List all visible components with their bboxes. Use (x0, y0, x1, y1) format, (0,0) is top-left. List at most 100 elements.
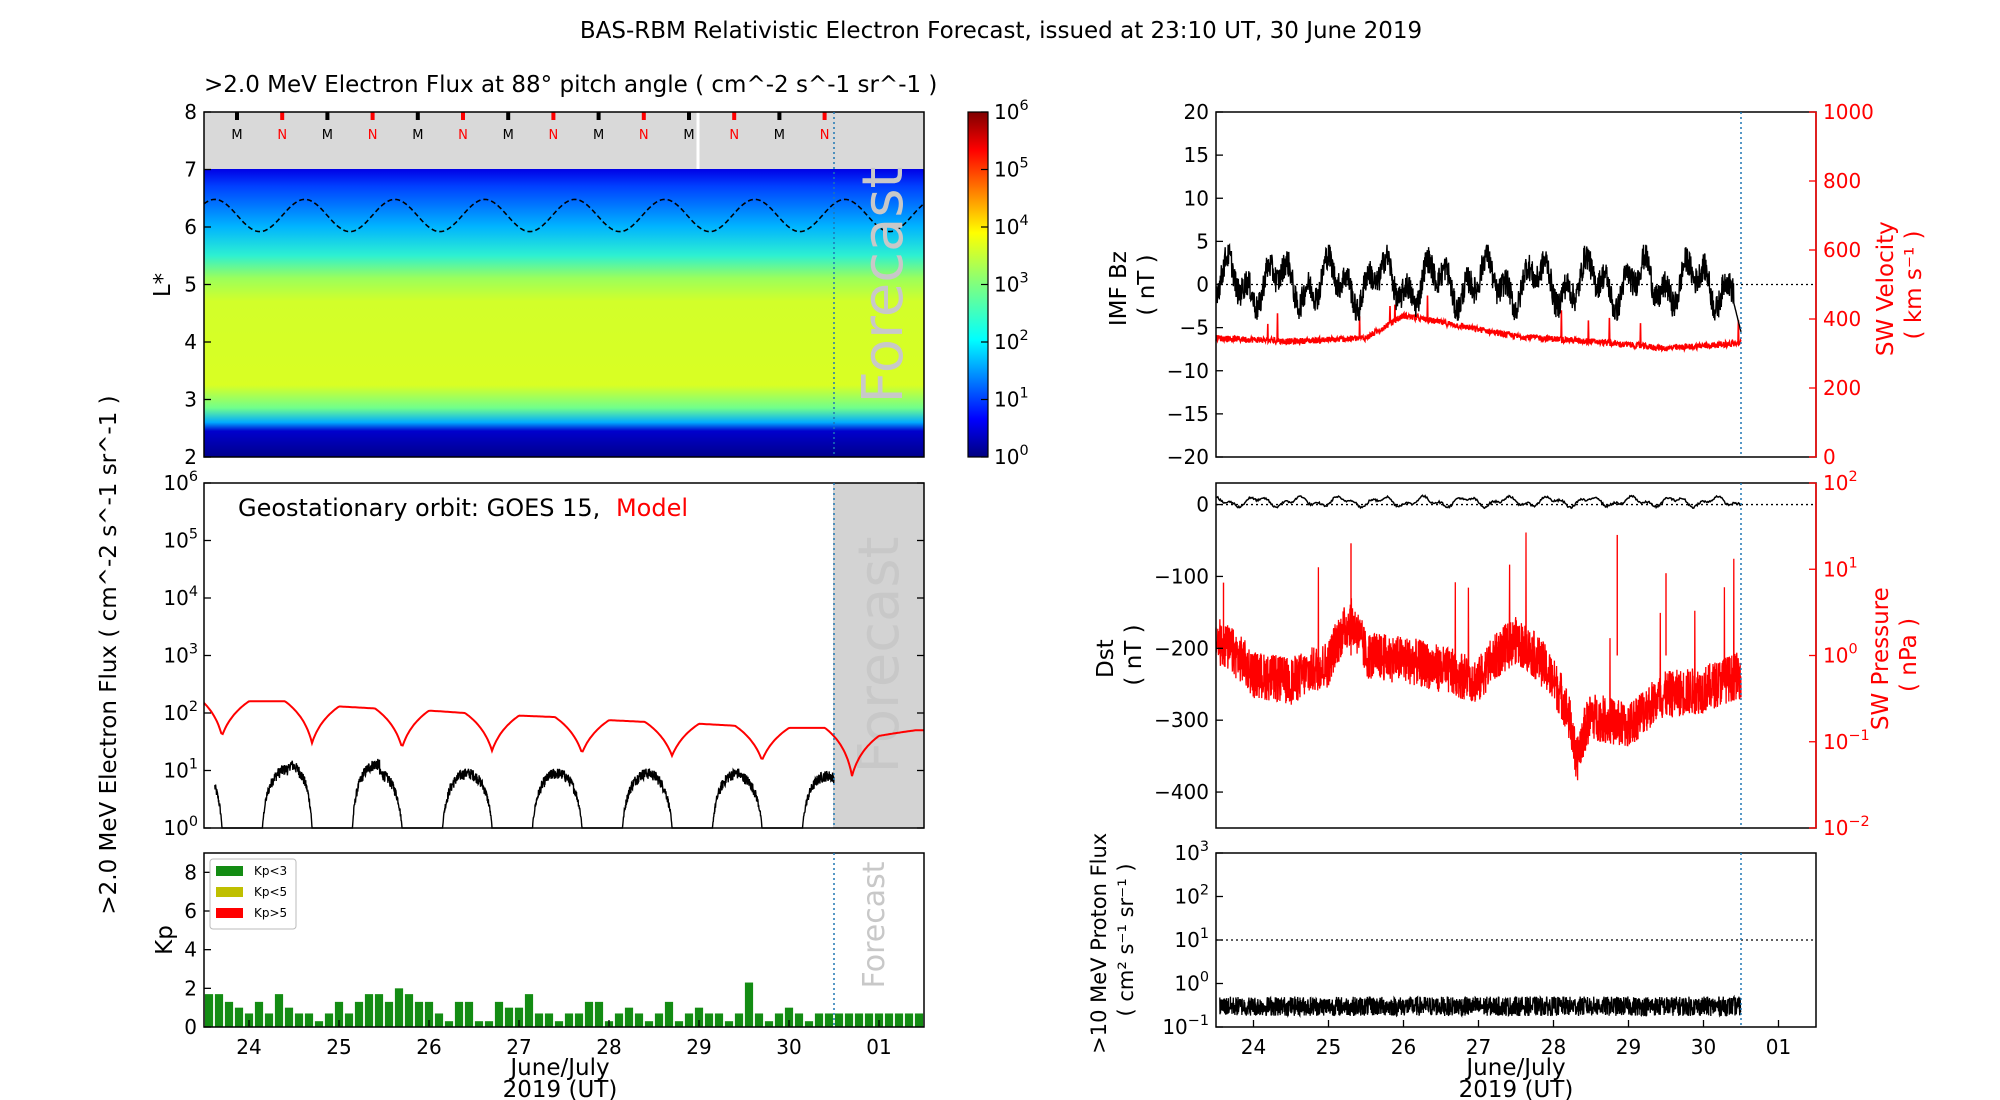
tick-exponent: 4 (1019, 213, 1028, 229)
orbit-marker-tick (641, 112, 646, 120)
kp-bar (204, 994, 214, 1027)
forecast-watermark-kp: Forecast (857, 861, 892, 988)
orbit-marker-tick (687, 112, 691, 120)
tick-label: 100 (1174, 970, 1209, 996)
kp-bar (524, 994, 534, 1027)
tick-exponent: 2 (1848, 469, 1857, 485)
kp-bar (814, 1013, 824, 1027)
orbit-marker-tick (777, 112, 782, 120)
kp-bar (404, 994, 414, 1027)
tick-exponent: 1 (189, 757, 198, 773)
kp-bar (624, 1007, 634, 1027)
tick-base: 10 (1174, 885, 1199, 909)
sw-pressure-line (1215, 532, 1742, 781)
orbit-marker-label: N (639, 128, 649, 143)
kp-bar (754, 1013, 764, 1027)
lstar-panel-title: >2.0 MeV Electron Flux at 88° pitch angl… (204, 72, 937, 98)
tick-exponent: −1 (1188, 1013, 1209, 1029)
imf-ylabel-line1: IMF Bz (1106, 251, 1132, 326)
tick-label: 105 (163, 527, 198, 553)
kp-bar (854, 1013, 864, 1027)
tick-label: 10−1 (1162, 1013, 1209, 1039)
y-tick-label: 4 (184, 938, 197, 962)
tick-base: 10 (1162, 1015, 1187, 1039)
y-tick-label: 5 (184, 273, 197, 297)
geo-annotation-prefix: Geostationary orbit: GOES 15, (238, 494, 600, 522)
kp-bar (294, 1013, 304, 1027)
tick-label: 101 (1174, 926, 1209, 952)
x-axis-left: 24 25 26 27 28 29 30 01 (236, 1020, 892, 1059)
kp-bar (434, 1013, 444, 1027)
y-tick-label-right: 200 (1823, 376, 1861, 400)
kp-bar (914, 1013, 924, 1027)
orbit-marker-label: N (368, 128, 378, 143)
x-tick-label: 26 (1391, 1035, 1416, 1059)
tick-exponent: 1 (1848, 555, 1857, 571)
y-tick-label: 4 (184, 330, 197, 354)
dst-ylabel-line2: ( nT ) (1121, 624, 1147, 685)
orbit-marker-label: N (458, 128, 468, 143)
kp-bar (714, 1013, 724, 1027)
y-tick-label: 3 (184, 388, 197, 412)
tick-exponent: 2 (1200, 883, 1209, 899)
kp-bar (704, 1013, 714, 1027)
kp-ylabel: Kp (152, 925, 178, 955)
geo-ylabel: >2.0 MeV Electron Flux ( cm^-2 s^-1 sr^-… (96, 395, 122, 914)
dst-line (1215, 494, 1742, 510)
x-tick-label: 29 (1616, 1035, 1641, 1059)
tick-base: 10 (1823, 644, 1848, 668)
tick-base: 10 (1174, 928, 1199, 952)
tick-exponent: 1 (1019, 386, 1028, 402)
x-tick-label: 28 (1541, 1035, 1566, 1059)
kp-bar (374, 994, 384, 1027)
geo-annotation: Geostationary orbit: GOES 15, Model (238, 494, 688, 522)
tick-label: 101 (163, 757, 198, 783)
kp-bar (774, 1013, 784, 1027)
kp-bar (784, 1007, 794, 1027)
kp-bar (564, 1013, 574, 1027)
kp-bar (254, 1001, 264, 1027)
orbit-marker-label: N (277, 128, 287, 143)
kp-panel: Forecast 0 2 4 6 8 Kp Kp<3 Kp<5 Kp>5 (152, 852, 925, 1039)
orbit-marker-label: M (774, 128, 785, 143)
kp-bar (264, 1013, 274, 1027)
tick-label: 100 (994, 443, 1029, 469)
x-tick-label: 30 (776, 1035, 801, 1059)
imf-ylabel-line2: ( nT ) (1134, 254, 1160, 315)
swv-ylabel-line2: ( km s⁻¹ ) (1901, 231, 1927, 340)
kp-bar (594, 1001, 604, 1027)
kp-bar (884, 1013, 894, 1027)
y-tick-label: 7 (184, 158, 197, 182)
kp-bar (824, 1013, 834, 1027)
lstar-flux-panel: >2.0 MeV Electron Flux at 88° pitch angl… (150, 72, 937, 469)
tick-exponent: 1 (1200, 926, 1209, 942)
swp-ylabel: SW Pressure ( nPa ) (1868, 580, 1922, 730)
kp-bar (844, 1013, 854, 1027)
swp-ylabel-line1: SW Pressure (1868, 587, 1894, 730)
y-tick-label: 10 (1184, 186, 1209, 210)
tick-exponent: 2 (1019, 328, 1028, 344)
proton-flux-line (1219, 994, 1742, 1019)
kp-bars (204, 982, 924, 1027)
y-tick-label: −400 (1154, 780, 1209, 804)
kp-legend-label-2: Kp<5 (254, 885, 287, 899)
tick-label: 100 (163, 814, 198, 840)
tick-base: 10 (1823, 471, 1848, 495)
tick-base: 10 (163, 586, 188, 610)
x-tick-label: 27 (1466, 1035, 1491, 1059)
y-tick-label: 15 (1184, 143, 1209, 167)
proton-ylabel-line2: ( cm² s⁻¹ sr⁻¹ ) (1114, 863, 1138, 1016)
goes-flux-line (214, 758, 835, 829)
y-tick-label-right: 600 (1823, 238, 1861, 262)
imf-series (1215, 242, 1816, 353)
kp-bar (574, 1013, 584, 1027)
orbit-marker-tick (732, 112, 737, 120)
kp-bar (684, 1013, 694, 1027)
tick-base: 10 (163, 471, 188, 495)
tick-exponent: 6 (189, 469, 198, 485)
